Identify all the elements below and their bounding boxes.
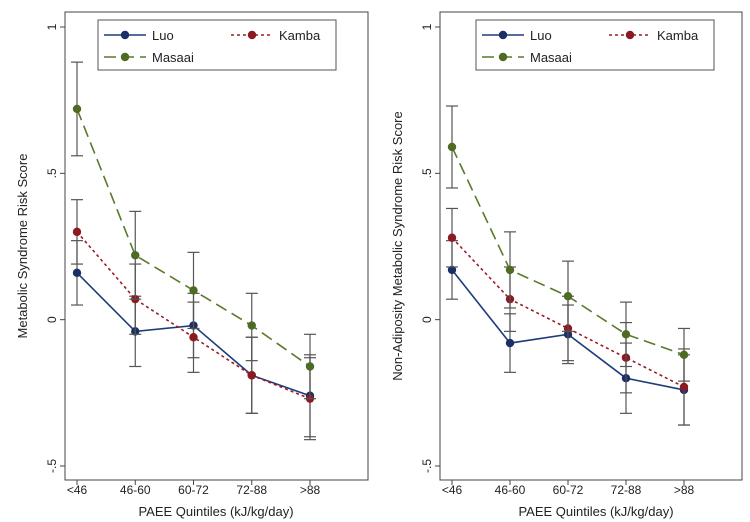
legend-marker [625, 30, 635, 40]
data-point [447, 265, 457, 275]
y-tick-label: 0 [420, 316, 434, 323]
data-point [505, 265, 515, 275]
series-masaai [446, 105, 690, 382]
data-point [447, 142, 457, 152]
x-tick-label: <46 [442, 483, 463, 497]
legend-label: Masaai [530, 50, 572, 65]
y-tick-label: -.5 [45, 459, 59, 473]
legend-marker [498, 52, 508, 62]
data-point [563, 292, 573, 301]
data-point [305, 362, 315, 371]
legend-label: Luo [530, 28, 552, 43]
legend-box [97, 19, 337, 71]
x-tick-label: 72-88 [611, 483, 642, 497]
data-point [505, 338, 515, 348]
data-point [679, 382, 689, 392]
x-tick-label: 72-88 [236, 483, 267, 497]
data-point [72, 227, 82, 237]
legend-marker [120, 30, 130, 40]
legend: Luo Kamba Masaai [97, 19, 337, 71]
x-tick-label: 60-72 [178, 483, 209, 497]
plot-frame [439, 11, 743, 481]
data-point [679, 350, 689, 359]
legend-box [475, 19, 715, 71]
x-axis-title: PAEE Quintiles (kJ/kg/day) [138, 504, 293, 519]
data-point [131, 251, 140, 260]
data-point [247, 371, 256, 380]
y-tick-label: 0 [45, 316, 59, 323]
data-point [447, 233, 457, 242]
series-masaai [71, 61, 316, 400]
y-tick-label: .5 [45, 168, 59, 178]
legend-label: Kamba [657, 28, 699, 43]
y-tick-label: -.5 [420, 459, 434, 473]
legend-marker [247, 30, 257, 40]
chart-panel-2: 1 .5 0 -.5 <46 46-60 60-72 72-88 >88 Non-Adiposit… [390, 11, 743, 519]
x-tick-label: <46 [67, 483, 88, 497]
legend-label: Kamba [279, 28, 321, 43]
legend-marker [498, 30, 508, 40]
legend-marker [120, 52, 130, 62]
legend-label: Luo [152, 28, 174, 43]
legend: Luo Kamba Masaai [475, 19, 715, 71]
x-tick-label: 46-60 [495, 483, 526, 497]
data-point [621, 330, 631, 339]
data-point [72, 268, 82, 278]
legend-label: Masaai [152, 50, 194, 65]
x-tick-label: 60-72 [553, 483, 584, 497]
x-tick-label: >88 [300, 483, 321, 497]
y-axis-title: Metabolic Syndrome Risk Score [15, 154, 30, 339]
data-point [189, 333, 198, 342]
series-line [451, 237, 685, 388]
y-tick-label: 1 [45, 23, 59, 30]
data-point [72, 104, 82, 114]
x-tick-label: >88 [674, 483, 695, 497]
y-axis-title: Non-Adiposity Metabolic Syndrome Risk Sc… [390, 111, 405, 381]
x-tick-label: 46-60 [120, 483, 151, 497]
data-point [247, 321, 256, 330]
y-tick-label: 1 [420, 23, 434, 30]
chart-panel-1: 1 .5 0 -.5 <46 46-60 60-72 72-88 >88 Metabolic Sy… [15, 11, 369, 519]
plot-frame [64, 11, 369, 481]
y-tick-label: .5 [420, 168, 434, 178]
x-axis-title: PAEE Quintiles (kJ/kg/day) [518, 504, 673, 519]
data-point [189, 286, 198, 295]
